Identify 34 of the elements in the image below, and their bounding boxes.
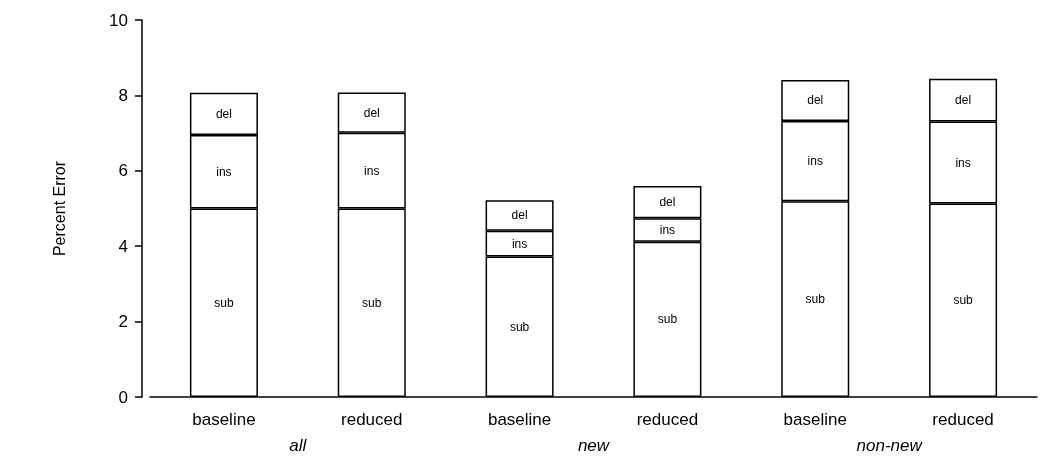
text: sub [214, 295, 234, 310]
x-tick-label: reduced [636, 410, 699, 429]
text: ins [511, 236, 528, 251]
y-tick-label: 8 [118, 85, 128, 105]
y-tick-label: 0 [118, 387, 128, 407]
y-axis-title: Percent Error [50, 160, 68, 257]
text: sub [953, 293, 973, 308]
x-tick-label: baseline [487, 410, 552, 429]
text: sub [805, 292, 825, 307]
text: sub [509, 319, 530, 334]
y-tick-label: 4 [118, 236, 128, 256]
x-tick-label: reduced [341, 410, 403, 429]
series-label: ins [659, 222, 676, 237]
text: del [955, 93, 972, 108]
text: ins [807, 154, 823, 169]
text: new [577, 436, 611, 455]
text: del [807, 93, 824, 108]
x-tick-label: reduced [932, 410, 994, 429]
text: ins [955, 155, 971, 170]
text: ins [364, 163, 380, 178]
text: del [659, 195, 676, 210]
series-label: del [511, 208, 528, 223]
y-tick-label: 2 [118, 312, 128, 332]
text: sub [362, 295, 382, 310]
text: del [215, 106, 232, 121]
text: non-new [856, 436, 924, 455]
y-tick-label: 10 [109, 10, 128, 30]
x-tick-label: baseline [192, 410, 256, 429]
x-tick-label: baseline [783, 410, 847, 429]
text: all [289, 436, 308, 455]
y-tick-label: 6 [118, 161, 128, 181]
text: ins [216, 164, 232, 179]
text: del [363, 105, 380, 120]
series-label: sub [657, 312, 678, 327]
